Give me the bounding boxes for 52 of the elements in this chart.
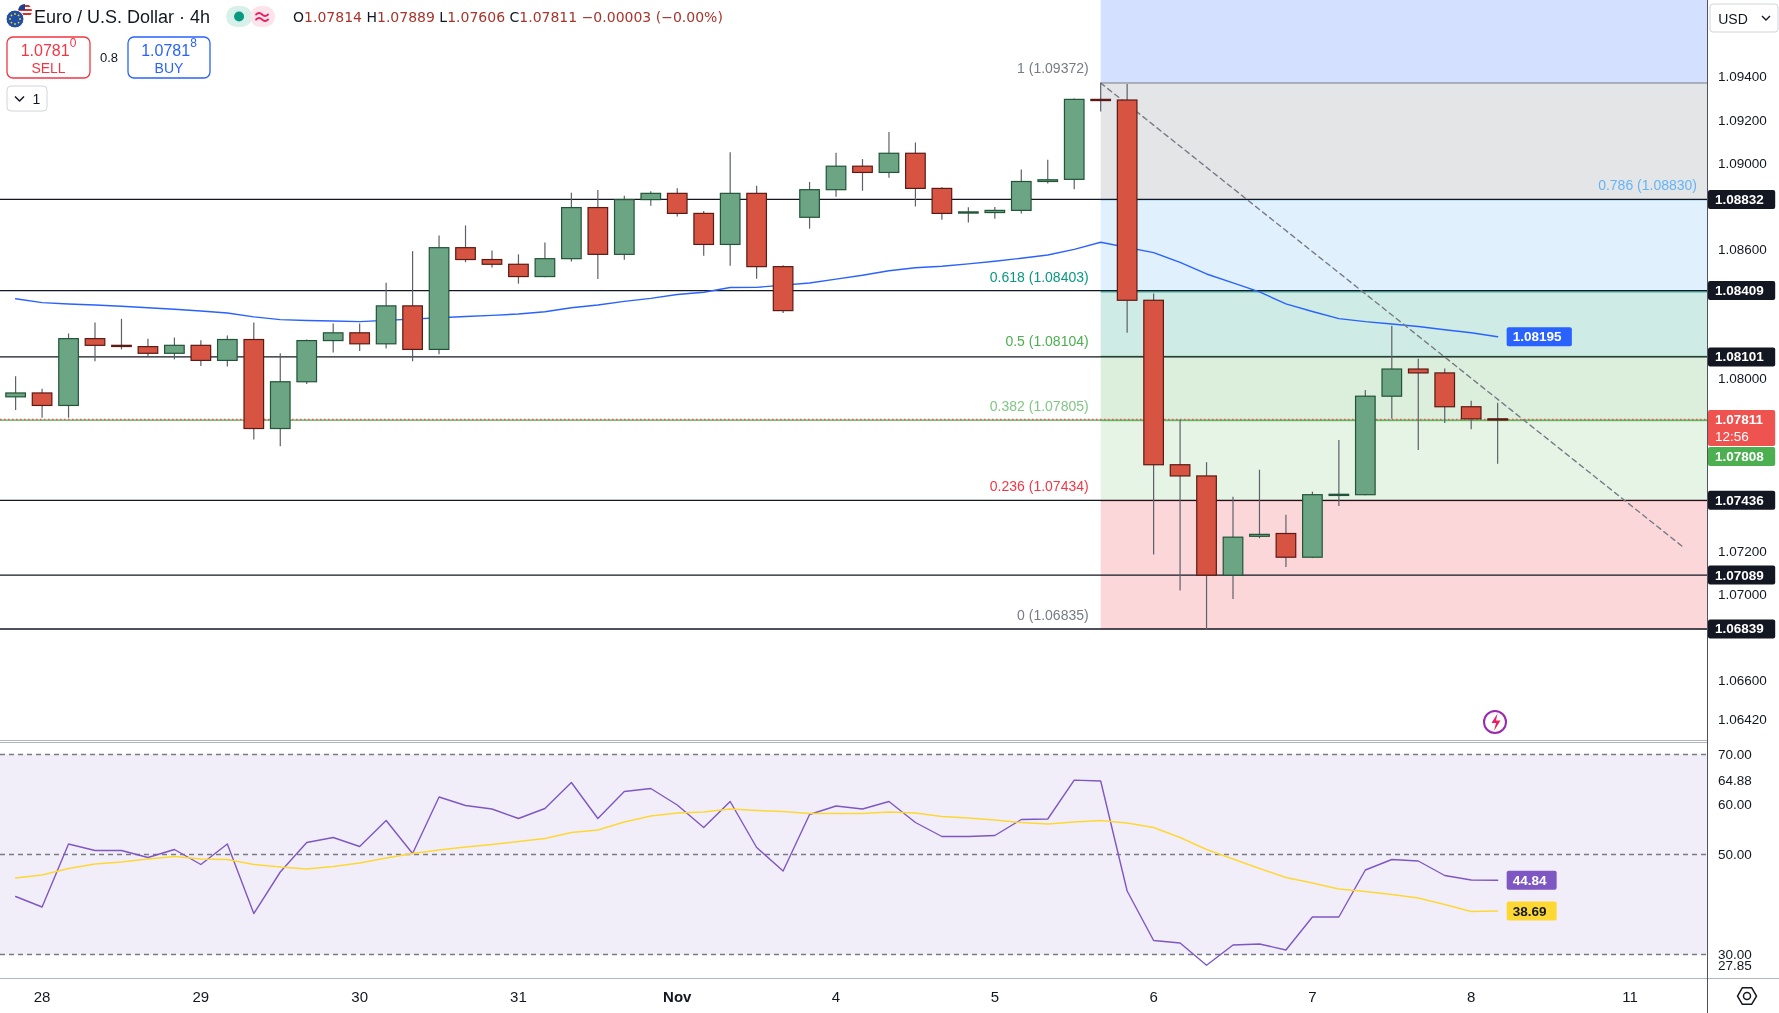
y-tick-label: 64.88 — [1718, 772, 1752, 788]
y-tick-label: 30.00 — [1718, 947, 1752, 962]
x-tick-label: 29 — [192, 987, 210, 1005]
y-tick-label: 1.07200 — [1718, 543, 1767, 559]
ref-line-label: 1.08409 — [1715, 283, 1764, 299]
annotation: 1.0781$^{8}$ — [141, 36, 198, 59]
y-tick-label: 1.08000 — [1718, 371, 1767, 387]
x-tick-label: 31 — [510, 987, 527, 1005]
x-tick-label: 4 — [831, 987, 841, 1005]
band-label: 1 (1.09372) — [1017, 59, 1089, 76]
text: USD — [1718, 10, 1748, 27]
y-tick-label: 1.06420 — [1718, 711, 1767, 727]
annotation: BUY — [154, 60, 185, 76]
y-tick-label: 1.09200 — [1718, 112, 1767, 128]
y-tick-label: 1.08600 — [1718, 241, 1767, 257]
ref-line-label: 1.07808 — [1715, 448, 1765, 464]
y-tick-label: 1.07000 — [1718, 586, 1767, 602]
y-tick-label: 1.09000 — [1718, 155, 1767, 171]
annotation: 0 (1.06835) — [1017, 606, 1089, 623]
annotation: SELL — [31, 60, 66, 76]
x-tick-label: 30 — [351, 987, 368, 1005]
x-tick-label: 7 — [1308, 987, 1317, 1005]
text: O1.07814 H1.07889 L1.07606 C1.07811 −0.00003 (−0.00%) — [293, 9, 723, 25]
y-tick-label: 70.00 — [1718, 747, 1752, 762]
band-label: 0.786 (1.08830) — [1598, 176, 1697, 193]
band-label: 0.618 (1.08403) — [989, 268, 1089, 285]
ref-line-label: 1.08832 — [1715, 191, 1764, 207]
band-label: 0.382 (1.07805) — [989, 397, 1089, 414]
y-tick-label: 50.00 — [1718, 847, 1752, 862]
ref-line-label: 1.07089 — [1715, 567, 1764, 583]
x-tick-label: Nov — [663, 987, 693, 1005]
ref-line-label: 1.06839 — [1715, 621, 1764, 637]
data-label: 44.84 — [1512, 872, 1547, 888]
chart-title: Euro / U.S. Dollar · 4h — [34, 7, 211, 27]
band-label: 0.5 (1.08104) — [1005, 333, 1089, 350]
x-tick-label: 5 — [990, 987, 999, 1005]
x-tick-label: 11 — [1622, 987, 1638, 1005]
y-tick-label: 1.06600 — [1718, 673, 1767, 689]
y-tick-label: 60.00 — [1718, 797, 1752, 812]
x-tick-label: 8 — [1467, 987, 1476, 1005]
ref-line-label: 1.07811 12:56 — [1715, 411, 1764, 444]
band-label: 0.236 (1.07434) — [989, 477, 1089, 494]
annotation: 0.8 — [99, 49, 119, 65]
data-label: 38.69 — [1512, 903, 1547, 919]
data-label: 1.08195 — [1512, 329, 1562, 345]
annotation: 1.0781$^{0}$ — [20, 36, 77, 59]
y-tick-label: 1.09400 — [1718, 69, 1767, 85]
ref-line-label: 1.08101 — [1715, 349, 1765, 365]
x-tick-label: 28 — [33, 987, 51, 1005]
x-tick-label: 6 — [1149, 987, 1158, 1005]
annotation: 1 — [32, 91, 41, 107]
ref-line-label: 1.07436 — [1715, 492, 1765, 508]
